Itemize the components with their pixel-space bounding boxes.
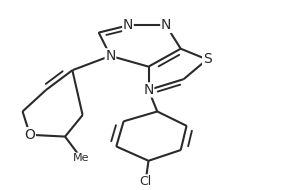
Text: S: S <box>203 52 211 66</box>
Text: Cl: Cl <box>140 175 152 188</box>
Text: O: O <box>24 128 35 142</box>
Text: N: N <box>123 18 133 32</box>
Text: Me: Me <box>73 153 89 163</box>
Text: N: N <box>161 18 171 32</box>
Text: N: N <box>105 49 116 63</box>
Text: N: N <box>143 83 154 97</box>
